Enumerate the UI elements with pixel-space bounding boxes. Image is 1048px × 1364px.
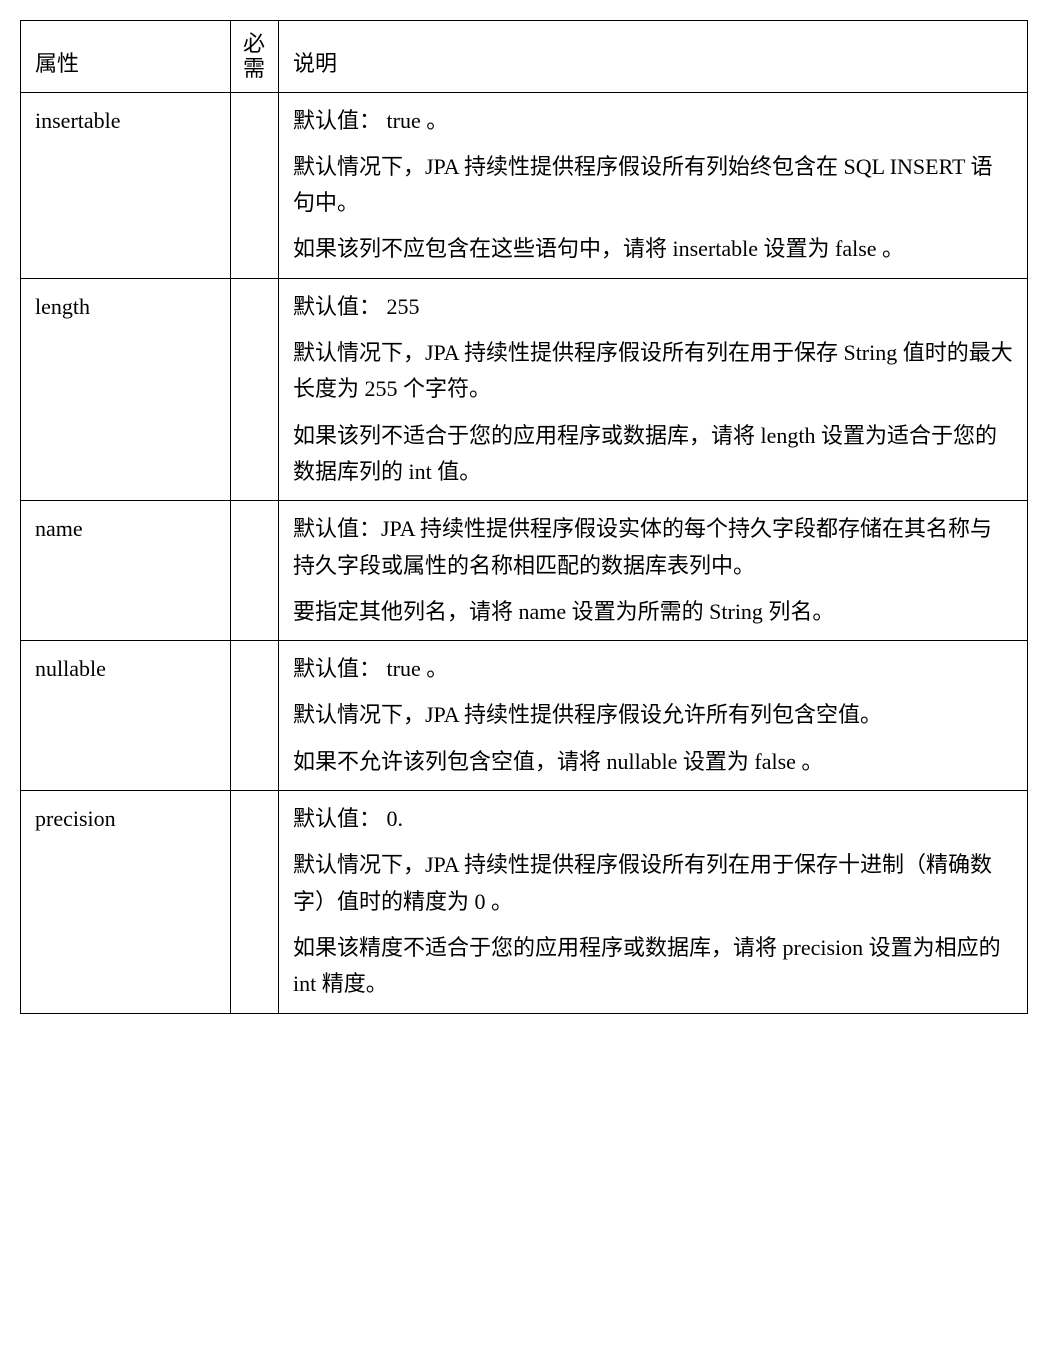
description-paragraph: 默认情况下，JPA 持续性提供程序假设所有列始终包含在 SQL INSERT 语… [293,149,1013,222]
table-body: insertable默认值： true 。默认情况下，JPA 持续性提供程序假设… [21,92,1028,1013]
required-cell [231,92,279,278]
table-header: 属性 必需 说明 [21,21,1028,93]
description-paragraph: 默认情况下，JPA 持续性提供程序假设允许所有列包含空值。 [293,697,1013,733]
attribute-cell: length [21,278,231,500]
header-attribute: 属性 [21,21,231,93]
description-paragraph: 默认情况下，JPA 持续性提供程序假设所有列在用于保存十进制（精确数字）值时的精… [293,847,1013,920]
description-paragraph: 如果不允许该列包含空值，请将 nullable 设置为 false 。 [293,744,1013,780]
description-paragraph: 要指定其他列名，请将 name 设置为所需的 String 列名。 [293,594,1013,630]
description-cell: 默认值： true 。默认情况下，JPA 持续性提供程序假设所有列始终包含在 S… [279,92,1028,278]
description-paragraph: 默认值： true 。 [293,103,1013,139]
description-cell: 默认值： true 。默认情况下，JPA 持续性提供程序假设允许所有列包含空值。… [279,641,1028,791]
description-paragraph: 默认值： true 。 [293,651,1013,687]
table-row: precision 默认值： 0. 默认情况下，JPA 持续性提供程序假设所有列在用… [21,791,1028,1013]
required-cell [231,641,279,791]
table-row: nullable 默认值： true 。默认情况下，JPA 持续性提供程序假设允许… [21,641,1028,791]
description-paragraph: 默认值： 0. [293,801,1013,837]
description-cell: 默认值：JPA 持续性提供程序假设实体的每个持久字段都存储在其名称与持久字段或属… [279,501,1028,641]
description-paragraph: 默认情况下，JPA 持续性提供程序假设所有列在用于保存 String 值时的最大… [293,335,1013,408]
attribute-table-wrapper: 属性 必需 说明 insertable默认值： true 。默认情况下，JPA … [20,20,1028,1014]
table-row: name 默认值：JPA 持续性提供程序假设实体的每个持久字段都存储在其名称与持久… [21,501,1028,641]
header-description: 说明 [279,21,1028,93]
description-paragraph: 默认值：JPA 持续性提供程序假设实体的每个持久字段都存储在其名称与持久字段或属… [293,511,1013,584]
attribute-cell: nullable [21,641,231,791]
required-cell [231,791,279,1013]
description-paragraph: 默认值： 255 [293,289,1013,325]
table-row: insertable 默认值： true 。默认情况下，JPA 持续性提供程序假设… [21,92,1028,278]
required-cell [231,278,279,500]
description-paragraph: 如果该精度不适合于您的应用程序或数据库，请将 precision 设置为相应的 … [293,930,1013,1003]
attribute-cell: insertable [21,92,231,278]
header-row: 属性 必需 说明 [21,21,1028,93]
attribute-cell: name [21,501,231,641]
description-paragraph: 如果该列不应包含在这些语句中，请将 insertable 设置为 false 。 [293,231,1013,267]
description-cell: 默认值： 0. 默认情况下，JPA 持续性提供程序假设所有列在用于保存十进制（精确… [279,791,1028,1013]
attribute-cell: precision [21,791,231,1013]
attribute-table: 属性 必需 说明 insertable默认值： true 。默认情况下，JPA … [20,20,1028,1014]
header-required: 必需 [231,21,279,93]
description-paragraph: 如果该列不适合于您的应用程序或数据库，请将 length 设置为适合于您的数据库… [293,418,1013,491]
table-row: length 默认值： 255 默认情况下，JPA 持续性提供程序假设所有列在用于保… [21,278,1028,500]
description-cell: 默认值： 255 默认情况下，JPA 持续性提供程序假设所有列在用于保存 Stri… [279,278,1028,500]
required-cell [231,501,279,641]
